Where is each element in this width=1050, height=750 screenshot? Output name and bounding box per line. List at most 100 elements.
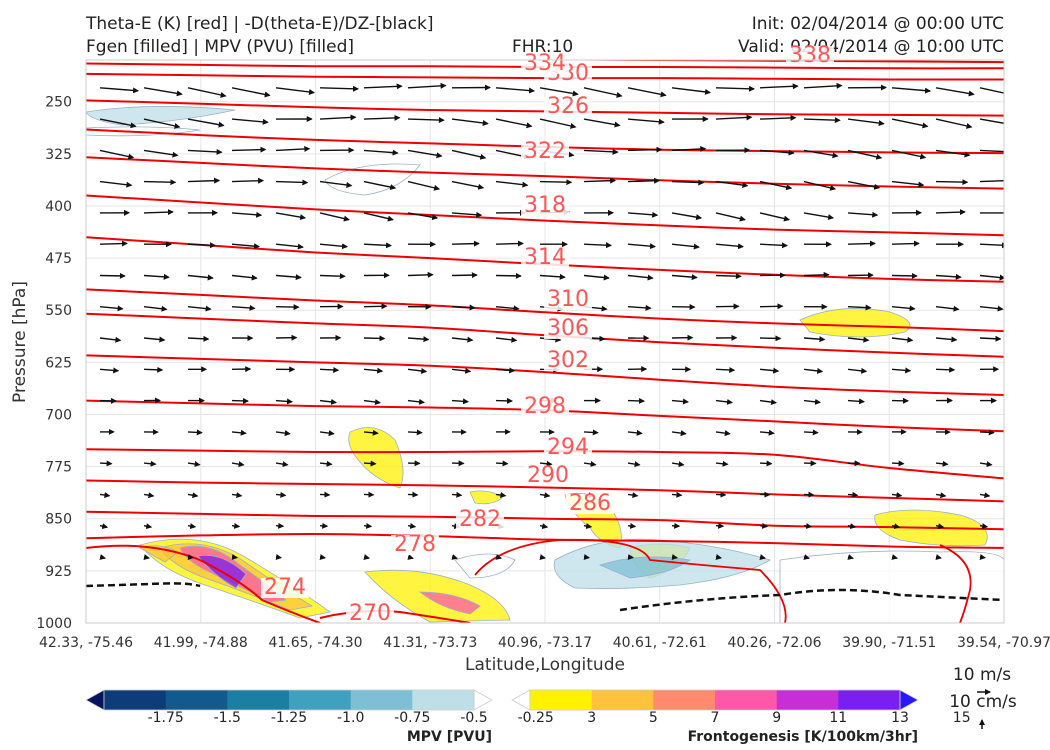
wind-vector (979, 87, 1004, 94)
wind-vector (99, 305, 124, 312)
x-tick-label: 42.33, -75.46 (39, 635, 133, 651)
wind-vector (319, 398, 337, 405)
y-tick-label: 325 (45, 147, 72, 163)
wind-vector (231, 429, 247, 436)
wind-vector (363, 180, 397, 191)
filled-contour-region (799, 308, 911, 338)
wind-vector (407, 398, 425, 405)
wind-vector (275, 461, 289, 468)
x-tick-label: 40.61, -72.61 (613, 635, 707, 651)
wind-vector (627, 118, 665, 125)
wind-vector (847, 211, 879, 218)
wind-vector (231, 177, 265, 184)
wind-vector (231, 87, 271, 98)
wind-vector (275, 554, 282, 560)
wind-vector (979, 305, 1004, 312)
contour-label-298: 298 (524, 394, 566, 419)
theta-e-contour-314 (86, 194, 1004, 237)
wind-vector (539, 179, 573, 186)
x-tick-label: 39.90, -71.51 (842, 635, 936, 651)
wind-vector (407, 82, 447, 89)
wind-vector (803, 117, 841, 124)
contour-label-background (521, 248, 569, 268)
wind-vector (319, 430, 335, 437)
wind-vector (495, 180, 529, 188)
contour-label-background (544, 438, 592, 458)
wind-vector (671, 461, 685, 468)
wind-vector (319, 273, 346, 280)
wind-vector (539, 554, 546, 560)
wind-vector (759, 242, 788, 249)
wind-vector (143, 336, 166, 343)
contour-label-background (544, 97, 592, 117)
reference-vector-vertical-label: 10 cm/s (949, 692, 1017, 712)
contour-label-274: 274 (264, 575, 306, 600)
contour-label-278: 278 (394, 532, 436, 557)
wind-vector (671, 145, 707, 152)
init-time: Init: 02/04/2014 @ 00:00 UTC (751, 14, 1004, 34)
contour-label-background (524, 466, 572, 486)
wind-vector (275, 430, 291, 437)
colorbar-tick-label: 15 (953, 710, 971, 726)
wind-vectors (99, 82, 1004, 560)
wind-vector (275, 274, 302, 281)
wind-vector (187, 305, 212, 312)
wind-vector (935, 179, 969, 186)
colorbar-tick-label: 11 (829, 710, 847, 726)
wind-vector (803, 271, 830, 278)
wind-vector (363, 303, 388, 310)
wind-vector (671, 554, 678, 560)
wind-vector (935, 523, 945, 530)
wind-vector (451, 149, 487, 160)
wind-vector (759, 460, 773, 467)
wind-vector (583, 148, 619, 155)
wind-vector (143, 273, 170, 280)
wind-vector (451, 211, 483, 218)
theta-e-contour-318 (86, 156, 1004, 190)
colorbar-extend-left (511, 689, 531, 711)
wind-vector (759, 303, 784, 310)
wind-vector (583, 87, 623, 98)
wind-vector (935, 209, 966, 216)
wind-vector (99, 87, 139, 94)
contour-label-background (521, 142, 569, 162)
wind-vector (759, 83, 799, 90)
wind-vector (319, 366, 340, 373)
wind-vector (231, 146, 267, 153)
wind-vector (803, 212, 835, 221)
contour-label-326: 326 (547, 94, 589, 119)
wind-vector (495, 367, 516, 374)
wind-vector (847, 491, 859, 498)
wind-vector (671, 87, 711, 95)
theta-e-contour-270 (319, 609, 471, 623)
wind-vector (803, 367, 824, 374)
wind-vector (627, 554, 634, 560)
wind-vector (847, 149, 883, 160)
y-tick-label: 250 (45, 95, 72, 111)
wind-vector (847, 554, 854, 560)
wind-vector (715, 430, 731, 437)
wind-vector (99, 240, 128, 247)
wind-vector (539, 87, 579, 97)
wind-vector (627, 146, 663, 153)
forecast-hour: FHR:10 (512, 37, 574, 57)
wind-vector (495, 87, 535, 94)
colorbar-frame (103, 689, 475, 711)
wind-vector (495, 492, 507, 498)
wind-vector (715, 85, 755, 92)
mpv-colorbar: -1.75 -1.5 -1.25 -1.0 -0.75 -0.5 -0.25 (85, 689, 554, 726)
wind-vector (979, 523, 989, 530)
wind-vector (891, 272, 918, 279)
wind-vector (759, 180, 793, 191)
contour-label-310: 310 (547, 287, 589, 312)
wind-vector (935, 492, 947, 499)
wind-vector (759, 149, 795, 156)
wind-vector (891, 87, 931, 94)
contour-label-294: 294 (547, 435, 589, 460)
wind-vector (319, 460, 333, 467)
colorbar-tick-label: -0.75 (394, 710, 430, 726)
wind-vector (759, 522, 769, 529)
wind-vector (935, 305, 960, 312)
wind-vector (627, 243, 656, 250)
